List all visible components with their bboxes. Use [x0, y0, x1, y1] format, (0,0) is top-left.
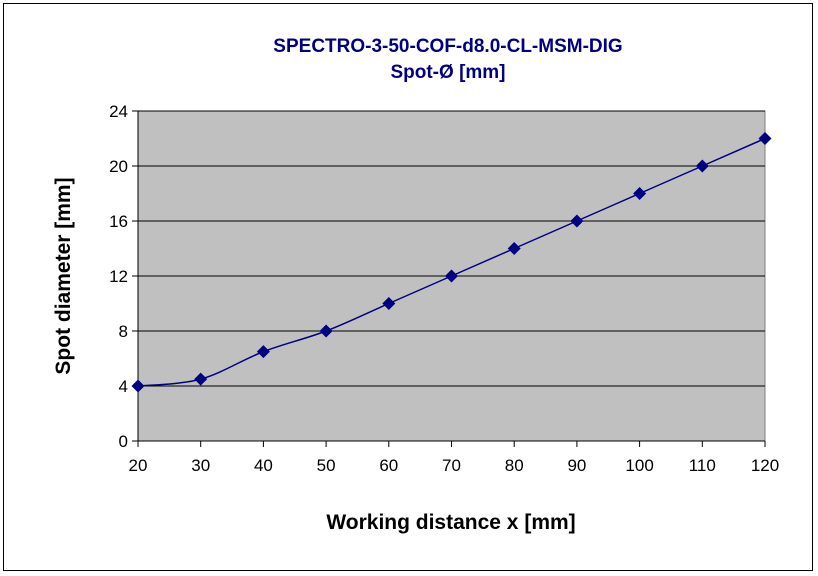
- x-tick-label: 50: [317, 456, 336, 475]
- x-tick-label: 60: [379, 456, 398, 475]
- data-point: [194, 372, 208, 386]
- y-tick-label: 12: [109, 267, 128, 286]
- y-tick-label: 4: [119, 377, 128, 396]
- y-tick-label: 20: [109, 157, 128, 176]
- y-axis-title: Spot diameter [mm]: [52, 177, 75, 374]
- data-point: [695, 159, 709, 173]
- y-tick-label: 0: [119, 432, 128, 451]
- y-tick-label: 16: [109, 212, 128, 231]
- x-tick-label: 80: [505, 456, 524, 475]
- y-tick-label: 24: [109, 102, 128, 121]
- data-point: [570, 214, 584, 228]
- data-point: [507, 242, 521, 255]
- data-point: [445, 269, 458, 283]
- data-point: [633, 187, 647, 200]
- data-point: [382, 297, 396, 310]
- y-tick-labels: 0 4 8 12 16 20 24: [109, 102, 128, 451]
- x-axis-title: Working distance x [mm]: [326, 511, 575, 534]
- x-tick-label: 70: [442, 456, 461, 475]
- x-tick-labels: 20 30 40 50 60 70 80 90 100 110 120: [129, 456, 780, 475]
- x-tick-label: 40: [254, 456, 273, 475]
- data-point: [131, 379, 145, 393]
- data-point: [256, 345, 270, 359]
- x-tick-label: 20: [129, 456, 148, 475]
- x-tick-label: 30: [191, 456, 210, 475]
- y-tick-label: 8: [119, 322, 128, 341]
- x-tick-label: 90: [567, 456, 586, 475]
- x-tick-label: 110: [689, 456, 716, 475]
- chart-title: SPECTRO-3-50-COF-d8.0-CL-MSM-DIG: [273, 36, 622, 57]
- data-point: [758, 132, 772, 145]
- chart-subtitle: Spot-Ø [mm]: [390, 62, 505, 83]
- data-point: [319, 324, 333, 338]
- x-tick-label: 120: [751, 456, 779, 475]
- x-tick-label: 100: [625, 456, 653, 475]
- series: [131, 132, 772, 393]
